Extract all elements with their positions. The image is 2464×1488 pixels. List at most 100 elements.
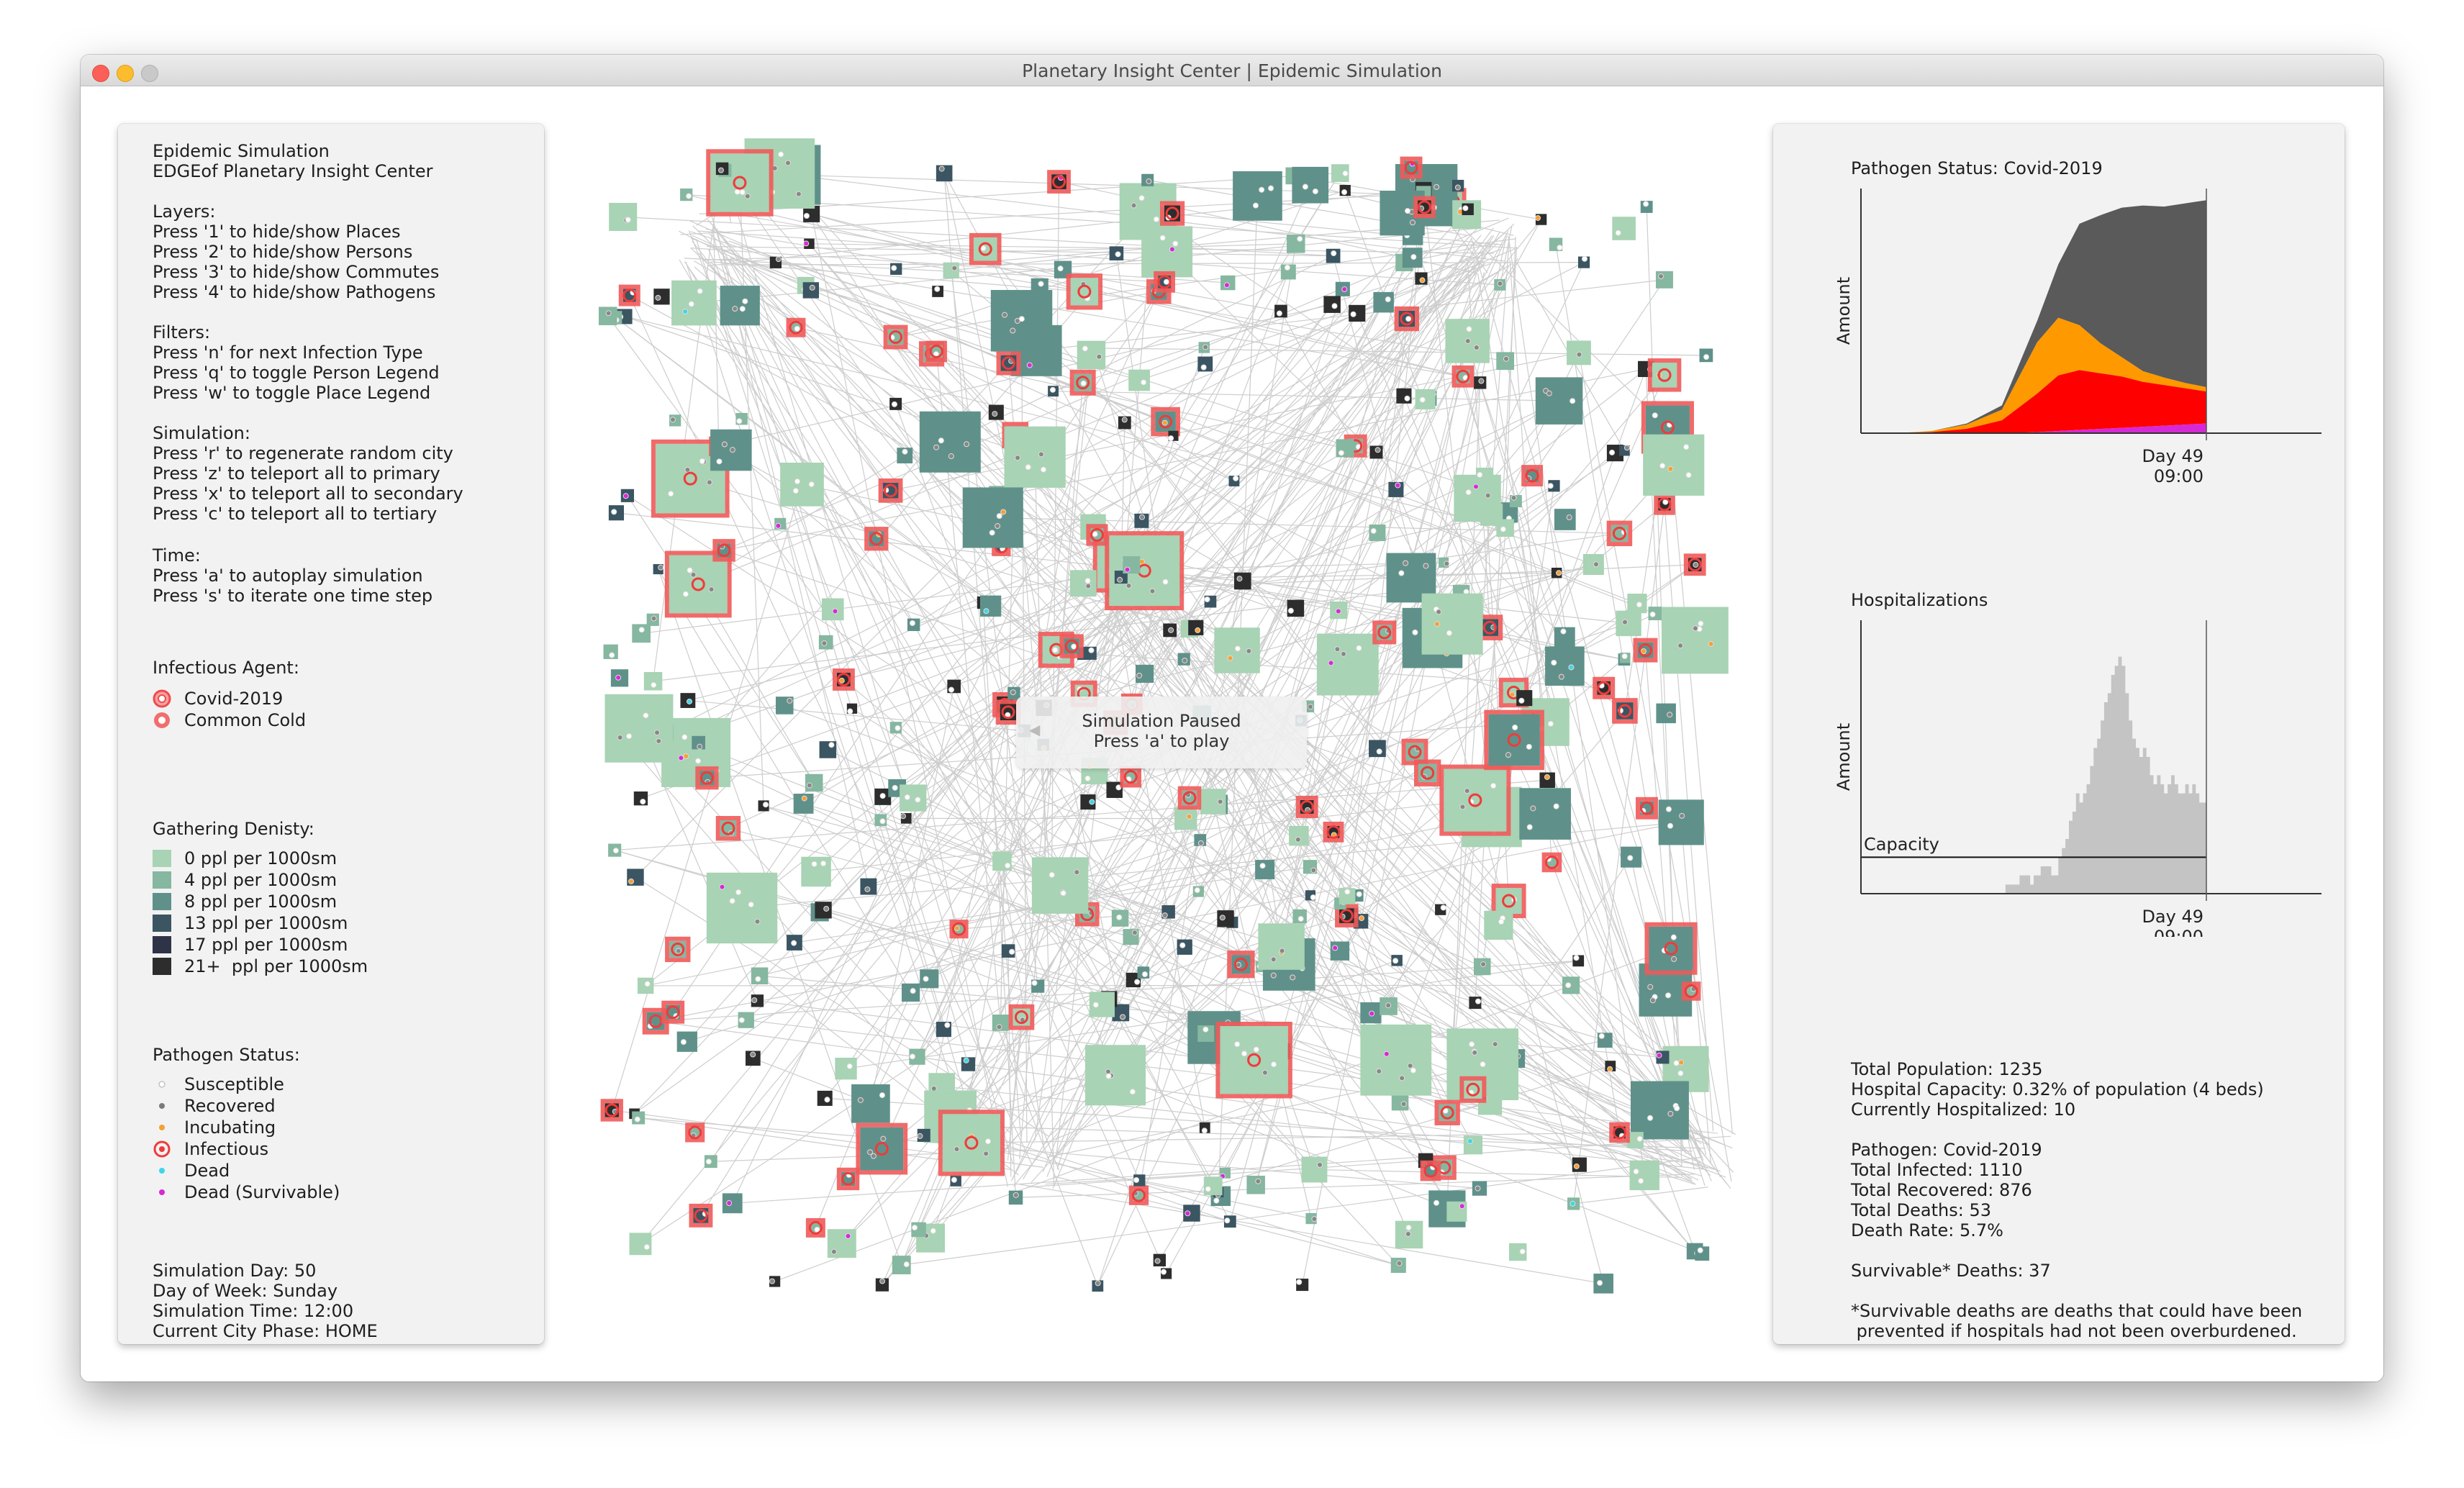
person-dot xyxy=(795,191,802,197)
place-marker xyxy=(1619,653,1631,663)
person-dot xyxy=(879,1092,885,1099)
person-dot xyxy=(1498,919,1505,925)
person-dot xyxy=(1643,201,1649,207)
place-marker xyxy=(1459,1076,1487,1103)
person-dot xyxy=(686,193,692,199)
infected-outline xyxy=(878,478,903,503)
y-axis-label: Amount xyxy=(1834,723,1854,791)
place-marker xyxy=(627,868,644,886)
place-marker xyxy=(1004,426,1066,488)
density-label: 17 ppl per 1000sm xyxy=(184,935,348,955)
person-dot xyxy=(1462,205,1469,212)
place-marker xyxy=(1567,1197,1580,1210)
person-dot xyxy=(1268,185,1274,191)
person-dot xyxy=(1404,395,1410,402)
person-dot xyxy=(1105,1073,1112,1079)
place-marker xyxy=(1648,607,1662,620)
place-square xyxy=(780,463,824,507)
place-marker xyxy=(669,414,681,427)
place-marker xyxy=(1118,416,1131,430)
person-dot xyxy=(658,564,664,571)
person-dot xyxy=(729,447,735,453)
commute-line xyxy=(870,582,1128,1104)
commute-line xyxy=(719,244,1205,1128)
person-dot xyxy=(1290,974,1296,981)
place-marker xyxy=(618,284,640,307)
maximize-button[interactable] xyxy=(141,65,158,82)
place-marker xyxy=(751,994,764,1007)
status-label: Susceptible xyxy=(184,1074,284,1094)
person-dot xyxy=(1392,958,1399,964)
infection-ring xyxy=(1300,799,1314,814)
commute-line xyxy=(790,174,1427,196)
footnote-line: prevented if hospitals had not been over… xyxy=(1851,1321,2297,1341)
commute-line xyxy=(959,1125,1399,1266)
footnote-line: *Survivable deaths are deaths that could… xyxy=(1851,1301,2303,1321)
commute-line xyxy=(1043,289,1344,709)
place-marker xyxy=(878,478,903,503)
person-dot xyxy=(1459,804,1466,810)
section-title: Simulation: xyxy=(153,423,250,443)
commute-line xyxy=(709,233,1145,571)
person-dot xyxy=(1169,246,1175,253)
place-marker xyxy=(938,1110,1005,1176)
person-dot xyxy=(808,481,815,488)
agent-legend-item[interactable]: Common Cold xyxy=(153,709,306,731)
commute-line xyxy=(895,404,1006,705)
place-square xyxy=(920,969,939,989)
place-square xyxy=(1545,646,1585,686)
place-square xyxy=(1233,171,1282,221)
infected-outline xyxy=(1335,904,1359,927)
commute-line xyxy=(638,727,1013,1135)
person-dot xyxy=(1255,1178,1262,1184)
agent-legend-item[interactable]: Covid-2019 xyxy=(153,688,283,709)
person-dot xyxy=(640,799,646,805)
place-marker xyxy=(1233,171,1282,221)
place-marker xyxy=(1192,886,1204,897)
place-marker xyxy=(1640,201,1653,213)
city-phase: Current City Phase: HOME xyxy=(153,1321,378,1341)
close-button[interactable] xyxy=(92,65,109,82)
place-marker xyxy=(646,613,659,626)
person-dot xyxy=(1013,1192,1019,1198)
person-dot xyxy=(1667,822,1673,829)
person-dot xyxy=(1633,1169,1639,1175)
place-marker xyxy=(1472,1181,1487,1196)
person-dot xyxy=(1297,915,1304,922)
person-dot xyxy=(1194,887,1200,894)
infected-outline xyxy=(996,350,1021,376)
infection-ring xyxy=(1639,801,1654,815)
commute-line xyxy=(943,173,1121,1013)
person-dot xyxy=(1665,806,1672,812)
person-dot xyxy=(1581,255,1587,262)
place-marker xyxy=(653,563,664,575)
place-marker xyxy=(827,1229,856,1258)
person-dot xyxy=(1512,724,1518,730)
person-dot xyxy=(912,1225,918,1231)
place-marker xyxy=(1120,766,1142,788)
person-dot xyxy=(1485,492,1491,499)
infection-ring xyxy=(1618,704,1632,718)
person-dot xyxy=(1478,378,1485,384)
person-dot xyxy=(1205,1186,1211,1192)
infected-outline xyxy=(1105,531,1185,611)
infected-outline xyxy=(1451,365,1475,388)
minimize-button[interactable] xyxy=(117,65,134,82)
place-marker xyxy=(1547,480,1560,492)
person-dot xyxy=(995,523,1001,530)
person-dot xyxy=(1005,862,1011,868)
person-dot xyxy=(668,491,674,497)
place-marker xyxy=(685,1122,705,1143)
person-dot xyxy=(846,1063,853,1069)
place-square xyxy=(1652,363,1677,388)
place-marker xyxy=(911,1222,926,1238)
person-dot xyxy=(754,918,761,925)
covid-agent-icon xyxy=(153,689,171,708)
place-marker xyxy=(947,679,961,694)
person-dot xyxy=(1234,645,1241,652)
person-dot xyxy=(1092,1002,1099,1008)
paused-overlay[interactable]: ◀ Simulation Paused Press 'a' to play xyxy=(1016,697,1307,768)
person-dot xyxy=(1444,561,1450,567)
infection-ring xyxy=(1064,639,1079,653)
person-dot xyxy=(1667,466,1674,472)
